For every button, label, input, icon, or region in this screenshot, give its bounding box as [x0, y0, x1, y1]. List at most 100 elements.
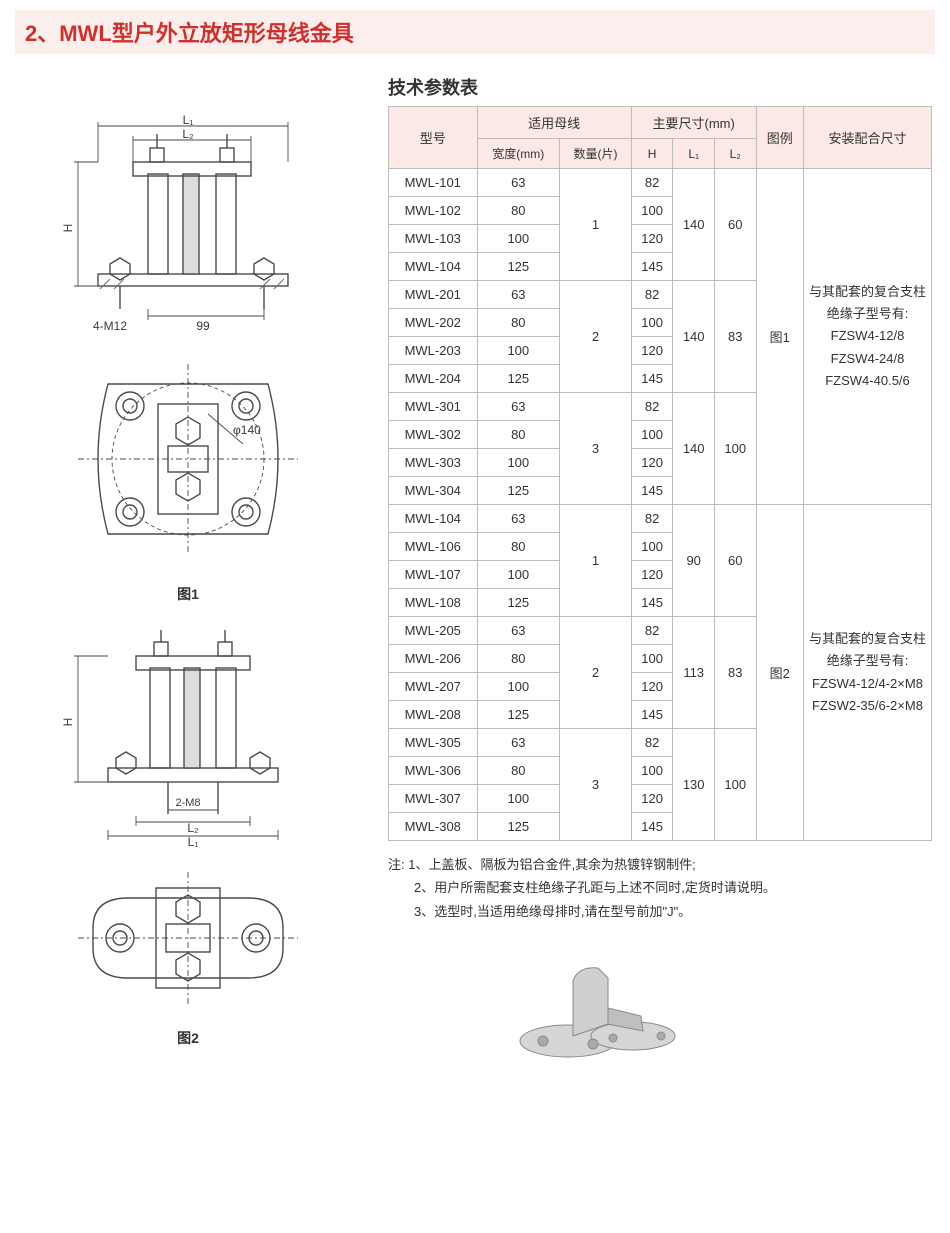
table-cell: 145 — [631, 253, 673, 281]
notes-label: 注: — [388, 857, 405, 872]
table-cell: 145 — [631, 365, 673, 393]
table-cell: 3 — [560, 729, 632, 841]
table-cell: 80 — [477, 421, 560, 449]
dim-L1-2: L₁ — [188, 835, 199, 848]
diagram-1b-top: φ140 — [38, 344, 338, 574]
table-cell: MWL-101 — [389, 169, 478, 197]
dim-L2: L₂ — [182, 127, 194, 141]
table-cell: 125 — [477, 253, 560, 281]
table-cell: 100 — [477, 561, 560, 589]
table-cell: MWL-106 — [389, 533, 478, 561]
table-cell: MWL-102 — [389, 197, 478, 225]
th-busbar-w: 宽度(mm) — [477, 139, 560, 169]
dim-L1: L₁ — [183, 114, 194, 127]
table-cell: 1 — [560, 505, 632, 617]
note-3: 3、选型时,当适用绝缘母排时,请在型号前加"J"。 — [414, 904, 691, 919]
diagram-2a-front: H 2-M8 L₂ L₁ — [38, 618, 338, 848]
table-cell: MWL-307 — [389, 785, 478, 813]
table-cell: 125 — [477, 477, 560, 505]
table-cell: 145 — [631, 477, 673, 505]
table-cell: 120 — [631, 337, 673, 365]
table-cell: 100 — [714, 393, 756, 505]
table-cell: MWL-203 — [389, 337, 478, 365]
table-cell: 125 — [477, 701, 560, 729]
table-cell: 125 — [477, 589, 560, 617]
table-cell: MWL-302 — [389, 421, 478, 449]
fig1-label: 图1 — [18, 584, 358, 604]
table-cell: 63 — [477, 505, 560, 533]
table-body: MWL-1016318214060图1与其配套的复合支柱绝缘子型号有:FZSW4… — [389, 169, 932, 841]
table-cell: 82 — [631, 281, 673, 309]
table-head: 型号 适用母线 主要尺寸(mm) 图例 安装配合尺寸 宽度(mm) 数量(片) … — [389, 107, 932, 169]
dim-d140: φ140 — [233, 423, 261, 437]
product-photo — [508, 941, 688, 1071]
table-cell: 100 — [631, 757, 673, 785]
th-model: 型号 — [389, 107, 478, 169]
table-cell: 83 — [714, 617, 756, 729]
table-cell: 2 — [560, 281, 632, 393]
table-cell: MWL-301 — [389, 393, 478, 421]
table-row: MWL-1016318214060图1与其配套的复合支柱绝缘子型号有:FZSW4… — [389, 169, 932, 197]
table-cell: MWL-201 — [389, 281, 478, 309]
table-cell: 80 — [477, 197, 560, 225]
table-cell: 100 — [631, 533, 673, 561]
table-cell: 1 — [560, 169, 632, 281]
table-cell: MWL-308 — [389, 813, 478, 841]
table-cell: 100 — [477, 449, 560, 477]
table-cell: 90 — [673, 505, 715, 617]
th-L2: L₂ — [714, 139, 756, 169]
table-cell: 130 — [673, 729, 715, 841]
fig2-label: 图2 — [18, 1028, 358, 1048]
title-bar: 2、MWL型户外立放矩形母线金具 — [15, 10, 935, 54]
table-cell: 125 — [477, 365, 560, 393]
table-cell: 80 — [477, 533, 560, 561]
spec-table: 型号 适用母线 主要尺寸(mm) 图例 安装配合尺寸 宽度(mm) 数量(片) … — [388, 106, 932, 841]
table-cell: MWL-205 — [389, 617, 478, 645]
main-layout: L₁ L₂ H 4-M12 99 — [0, 54, 950, 1071]
dim-H: H — [61, 224, 75, 233]
table-cell: 145 — [631, 813, 673, 841]
dim-2m8: 2-M8 — [175, 797, 200, 809]
table-cell: 100 — [477, 673, 560, 701]
table-cell: 63 — [477, 729, 560, 757]
table-cell: 63 — [477, 281, 560, 309]
table-cell: 100 — [631, 645, 673, 673]
table-cell: MWL-104 — [389, 253, 478, 281]
table-cell: 120 — [631, 673, 673, 701]
table-cell: MWL-303 — [389, 449, 478, 477]
note-1: 1、上盖板、隔板为铝合金件,其余为热镀锌钢制件; — [408, 857, 695, 872]
table-cell: 60 — [714, 169, 756, 281]
diagram-1a-front: L₁ L₂ H 4-M12 99 — [38, 114, 338, 334]
dim-4m12: 4-M12 — [93, 319, 127, 333]
th-legend: 图例 — [756, 107, 803, 169]
table-cell: 80 — [477, 645, 560, 673]
table-cell: 2 — [560, 617, 632, 729]
table-cell: 100 — [631, 197, 673, 225]
table-cell: MWL-206 — [389, 645, 478, 673]
table-cell: 80 — [477, 757, 560, 785]
table-cell: MWL-104 — [389, 505, 478, 533]
table-cell: 与其配套的复合支柱绝缘子型号有:FZSW4-12/4-2×M8FZSW2-35/… — [804, 505, 932, 841]
table-cell: 100 — [631, 309, 673, 337]
dim-99: 99 — [196, 319, 210, 333]
table-cell: 120 — [631, 785, 673, 813]
table-cell: 82 — [631, 617, 673, 645]
th-fit: 安装配合尺寸 — [804, 107, 932, 169]
table-cell: MWL-103 — [389, 225, 478, 253]
table-cell: 图2 — [756, 505, 803, 841]
table-cell: 82 — [631, 729, 673, 757]
table-cell: 113 — [673, 617, 715, 729]
table-row: MWL-104631829060图2与其配套的复合支柱绝缘子型号有:FZSW4-… — [389, 505, 932, 533]
table-cell: 3 — [560, 393, 632, 505]
th-H: H — [631, 139, 673, 169]
table-cell: 145 — [631, 589, 673, 617]
note-2: 2、用户所需配套支柱绝缘子孔距与上述不同时,定货时请说明。 — [414, 880, 776, 895]
table-cell: 82 — [631, 393, 673, 421]
table-cell: MWL-202 — [389, 309, 478, 337]
table-cell: 145 — [631, 701, 673, 729]
table-cell: MWL-304 — [389, 477, 478, 505]
table-cell: 63 — [477, 169, 560, 197]
table-cell: 140 — [673, 281, 715, 393]
th-busbar-n: 数量(片) — [560, 139, 632, 169]
th-L1: L₁ — [673, 139, 715, 169]
